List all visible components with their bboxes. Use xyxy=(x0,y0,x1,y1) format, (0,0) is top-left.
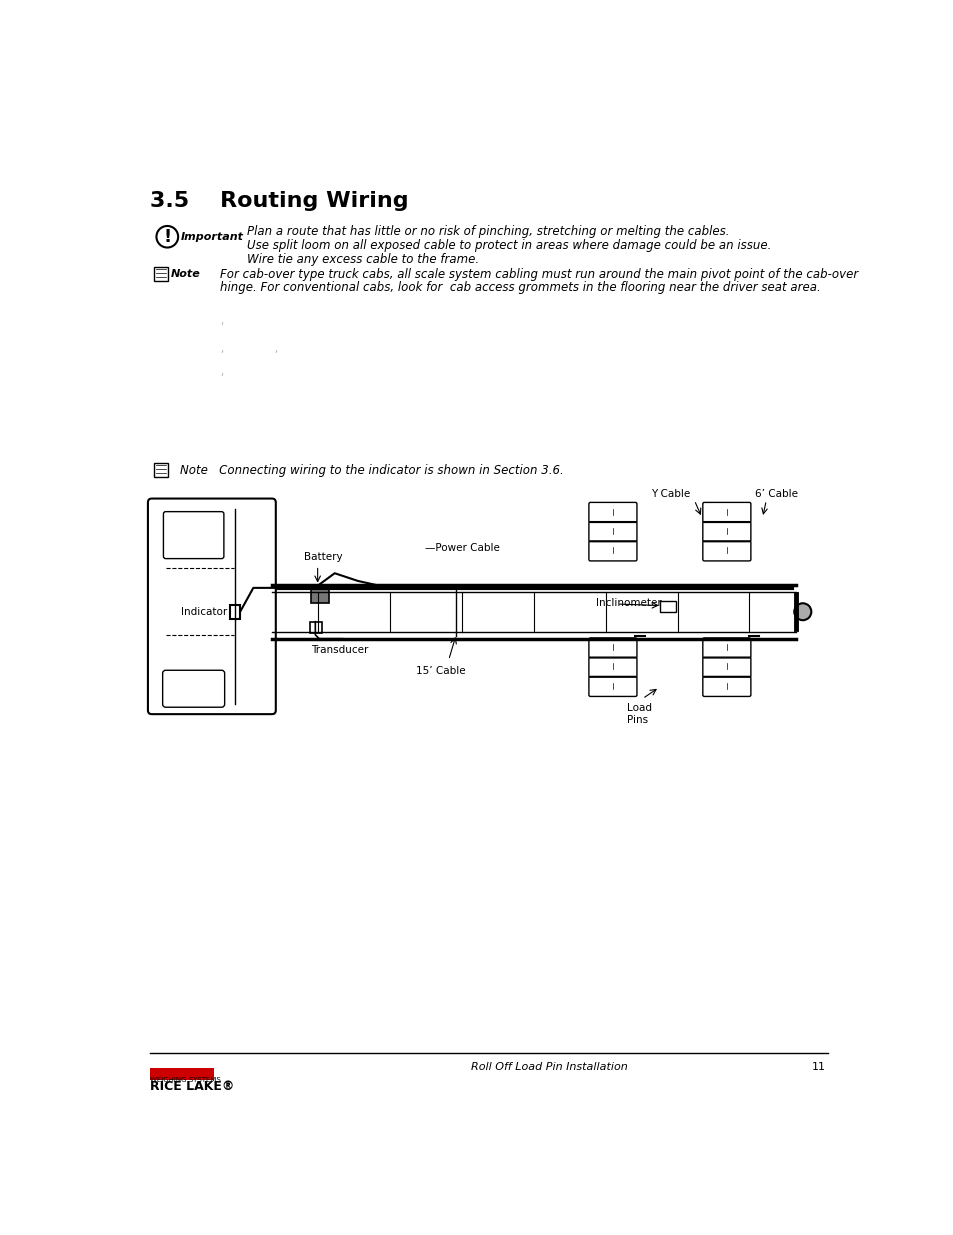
Text: Transducer: Transducer xyxy=(311,645,368,655)
Text: Battery: Battery xyxy=(303,552,342,562)
Text: !: ! xyxy=(163,227,172,246)
Bar xyxy=(154,267,168,280)
Bar xyxy=(230,605,240,619)
Text: Indicator: Indicator xyxy=(181,606,228,616)
Text: Roll Off Load Pin Installation: Roll Off Load Pin Installation xyxy=(471,1062,627,1072)
Text: 3.5    Routing Wiring: 3.5 Routing Wiring xyxy=(150,190,409,210)
Text: 15’ Cable: 15’ Cable xyxy=(416,666,465,676)
Text: Y Cable: Y Cable xyxy=(651,489,690,499)
Text: Important: Important xyxy=(181,232,244,242)
Text: Load
Pins: Load Pins xyxy=(626,703,651,725)
Circle shape xyxy=(794,603,810,620)
Bar xyxy=(154,463,168,477)
Text: WEIGHING SYSTEMS: WEIGHING SYSTEMS xyxy=(150,1077,221,1083)
Bar xyxy=(310,621,321,632)
Text: ,: , xyxy=(220,316,223,326)
Bar xyxy=(659,601,675,611)
Text: ,: , xyxy=(220,367,223,378)
Text: Use split loom on all exposed cable to protect in areas where damage could be an: Use split loom on all exposed cable to p… xyxy=(247,240,771,252)
Text: 11: 11 xyxy=(811,1062,825,1072)
Text: Note   Connecting wiring to the indicator is shown in Section 3.6.: Note Connecting wiring to the indicator … xyxy=(180,463,563,477)
Text: hinge. For conventional cabs, look for  cab access grommets in the flooring near: hinge. For conventional cabs, look for c… xyxy=(220,280,820,294)
Bar xyxy=(311,585,328,603)
Text: Note: Note xyxy=(171,269,201,279)
Text: ,: , xyxy=(220,345,223,354)
Bar xyxy=(150,1067,213,1079)
Text: Plan a route that has little or no risk of pinching, stretching or melting the c: Plan a route that has little or no risk … xyxy=(247,225,729,238)
Text: ,: , xyxy=(274,345,277,354)
Text: —Power Cable: —Power Cable xyxy=(425,543,499,553)
Text: 6’ Cable: 6’ Cable xyxy=(754,489,797,499)
Text: RICE LAKE®: RICE LAKE® xyxy=(150,1079,234,1093)
Text: Inclinometer: Inclinometer xyxy=(596,598,661,608)
Text: Wire tie any excess cable to the frame.: Wire tie any excess cable to the frame. xyxy=(247,253,478,266)
Text: For cab-over type truck cabs, all scale system cabling must run around the main : For cab-over type truck cabs, all scale … xyxy=(220,268,858,280)
